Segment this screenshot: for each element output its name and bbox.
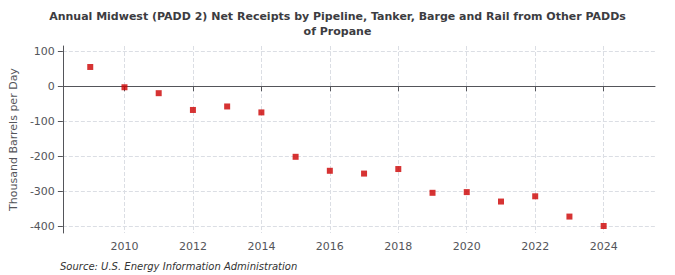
svg-text:2016: 2016 xyxy=(316,240,344,253)
svg-text:2012: 2012 xyxy=(179,240,207,253)
svg-text:-400: -400 xyxy=(30,220,55,233)
svg-text:2022: 2022 xyxy=(521,240,549,253)
svg-text:2014: 2014 xyxy=(247,240,275,253)
svg-text:2018: 2018 xyxy=(384,240,412,253)
svg-text:Source: U.S. Energy Informatio: Source: U.S. Energy Information Administ… xyxy=(60,261,297,272)
svg-text:-200: -200 xyxy=(30,150,55,163)
svg-text:of Propane: of Propane xyxy=(304,25,372,38)
svg-text:2010: 2010 xyxy=(110,240,138,253)
svg-text:0: 0 xyxy=(48,80,55,93)
svg-text:100: 100 xyxy=(34,45,55,58)
svg-text:Annual Midwest (PADD 2) Net Re: Annual Midwest (PADD 2) Net Receipts by … xyxy=(49,10,626,23)
svg-text:2020: 2020 xyxy=(453,240,481,253)
svg-text:2024: 2024 xyxy=(590,240,618,253)
svg-text:-300: -300 xyxy=(30,185,55,198)
svg-text:-100: -100 xyxy=(30,115,55,128)
svg-text:Thousand Barrels per Day: Thousand Barrels per Day xyxy=(7,68,20,212)
